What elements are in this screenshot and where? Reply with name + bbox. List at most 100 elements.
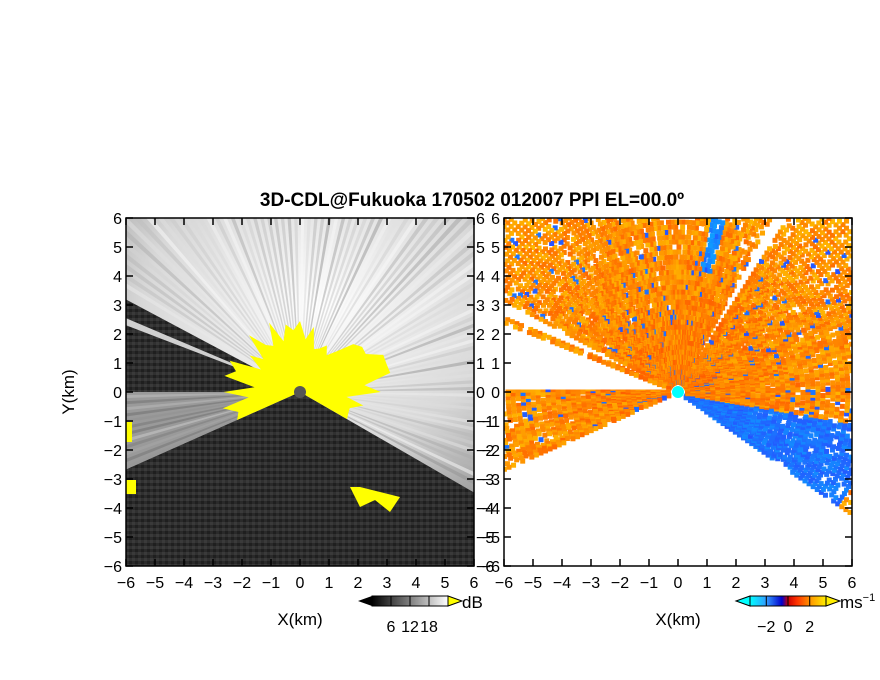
right-velocity-cell xyxy=(820,386,826,392)
right-velocity-cell xyxy=(640,269,646,275)
right-velocity-cell xyxy=(826,229,832,235)
right-velocity-cell xyxy=(787,242,793,248)
right-velocity-cell xyxy=(689,260,695,266)
right-velocity-cell xyxy=(568,226,574,232)
right-velocity-cell xyxy=(839,369,845,375)
right-velocity-cell xyxy=(729,255,735,261)
right-velocity-cell xyxy=(836,232,842,238)
right-velocity-cell xyxy=(812,437,818,443)
right-velocity-cell xyxy=(604,235,610,241)
right-velocity-cell xyxy=(844,327,850,333)
right-velocity-cell xyxy=(749,225,755,231)
right-velocity-cell xyxy=(573,259,579,265)
right-velocity-cell xyxy=(540,255,546,261)
right-velocity-cell xyxy=(725,248,731,254)
right-velocity-cell xyxy=(836,225,842,231)
right-velocity-cell xyxy=(799,454,805,460)
right-velocity-cell xyxy=(707,242,713,248)
right-velocity-cell xyxy=(612,218,618,221)
right-velocity-cell xyxy=(768,341,774,347)
right-velocity-cell xyxy=(651,302,657,308)
right-velocity-cell xyxy=(775,252,781,258)
right-velocity-cell xyxy=(641,253,647,259)
left-streak xyxy=(300,218,360,392)
right-velocity-cell xyxy=(804,350,810,356)
right-velocity-cell xyxy=(818,250,824,256)
right-velocity-cell xyxy=(810,323,816,329)
right-velocity-cell xyxy=(669,324,675,330)
right-velocity-cell xyxy=(663,239,669,245)
right-velocity-cell xyxy=(819,368,825,374)
right-velocity-cell xyxy=(804,428,810,434)
right-velocity-cell xyxy=(658,270,664,276)
right-velocity-cell xyxy=(616,262,622,268)
right-velocity-cell xyxy=(764,221,770,227)
right-velocity-cell xyxy=(820,352,826,358)
right-velocity-cell xyxy=(686,229,692,235)
right-velocity-cell xyxy=(820,380,826,386)
right-velocity-cell xyxy=(809,247,815,253)
right-velocity-cell xyxy=(719,235,725,241)
right-velocity-cell xyxy=(808,409,814,415)
right-velocity-cell xyxy=(844,407,850,413)
right-velocity-cell xyxy=(533,270,539,276)
right-velocity-cell xyxy=(821,455,827,461)
right-velocity-cell xyxy=(819,430,825,436)
right-velocity-cell xyxy=(536,232,542,238)
right-velocity-cell xyxy=(673,224,679,230)
right-velocity-cell xyxy=(641,264,647,270)
right-velocity-cell xyxy=(759,443,765,449)
right-velocity-cell xyxy=(730,234,736,240)
right-velocity-cell xyxy=(839,475,845,481)
left-xtick-label: −3 xyxy=(204,575,222,592)
right-velocity-cell xyxy=(561,237,567,243)
right-velocity-cell xyxy=(721,241,727,247)
right-velocity-cell xyxy=(796,329,802,335)
right-velocity-cell xyxy=(848,454,852,460)
right-velocity-cell xyxy=(786,447,792,453)
right-velocity-cell xyxy=(790,225,796,231)
right-velocity-cell xyxy=(695,235,701,241)
right-velocity-cell xyxy=(813,290,819,296)
right-velocity-cell xyxy=(655,220,661,226)
right-velocity-cell xyxy=(813,469,819,475)
right-velocity-cell xyxy=(710,243,716,249)
right-velocity-cell xyxy=(745,363,751,369)
right-velocity-cell xyxy=(724,242,730,248)
right-velocity-cell xyxy=(840,259,846,265)
right-velocity-cell xyxy=(590,284,596,290)
right-velocity-cell xyxy=(676,219,682,225)
right-velocity-cell xyxy=(796,356,802,362)
right-velocity-cell xyxy=(815,395,821,401)
left-xtick-label: −5 xyxy=(146,575,164,592)
right-velocity-cell xyxy=(833,363,839,369)
right-velocity-cell xyxy=(686,269,692,275)
right-velocity-cell xyxy=(588,267,594,273)
right-velocity-cell xyxy=(830,262,836,268)
right-velocity-cell xyxy=(717,229,723,235)
right-velocity-cell xyxy=(841,354,847,360)
right-velocity-cell xyxy=(840,229,846,235)
right-velocity-cell xyxy=(794,462,800,468)
right-velocity-cell xyxy=(826,322,832,328)
right-velocity-cell xyxy=(589,292,595,298)
right-velocity-cell xyxy=(810,424,816,430)
right-velocity-cell xyxy=(687,260,693,266)
right-velocity-cell xyxy=(809,333,815,339)
right-velocity-cell xyxy=(829,409,835,415)
right-velocity-cell xyxy=(822,268,828,274)
right-velocity-cell xyxy=(840,390,846,396)
right-velocity-cell xyxy=(821,293,827,299)
right-velocity-cell xyxy=(529,218,535,224)
right-velocity-cell xyxy=(830,396,836,402)
right-velocity-cell xyxy=(827,326,833,332)
right-velocity-cell xyxy=(613,220,619,226)
right-velocity-cell xyxy=(775,357,781,363)
right-velocity-cell xyxy=(846,276,852,282)
right-velocity-cell xyxy=(836,262,842,268)
right-velocity-cell xyxy=(737,408,743,414)
right-velocity-cell xyxy=(817,262,823,268)
right-velocity-cell xyxy=(640,218,646,224)
right-velocity-cell xyxy=(818,329,824,335)
